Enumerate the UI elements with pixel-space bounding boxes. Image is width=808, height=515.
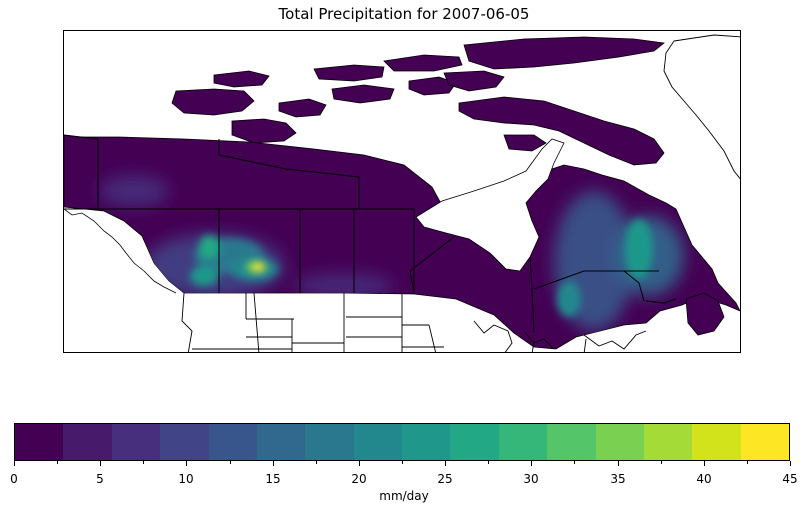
colorbar: [14, 423, 790, 461]
colorbar-swatch: [15, 424, 64, 460]
usa-outline: [181, 292, 647, 352]
colorbar-swatch: [643, 424, 693, 460]
greenland: [663, 34, 740, 180]
colorbar-tick: [661, 461, 662, 464]
colorbar-swatch: [111, 424, 161, 460]
colorbar-tick: [57, 461, 58, 464]
colorbar-tick-label: 5: [96, 472, 104, 486]
colorbar-swatch: [498, 424, 548, 460]
colorbar-tick-label: 15: [265, 472, 281, 486]
colorbar-tick: [316, 461, 317, 464]
colorbar-tick: [790, 461, 791, 466]
plot-title: Total Precipitation for 2007-06-05: [278, 5, 530, 23]
colorbar-label: mm/day: [379, 489, 429, 503]
colorbar-swatch: [63, 424, 112, 460]
colorbar-tick: [359, 461, 360, 466]
colorbar-tick: [143, 461, 144, 464]
colorbar-tick: [618, 461, 619, 466]
colorbar-tick: [488, 461, 489, 464]
colorbar-tick-label: 30: [523, 472, 539, 486]
colorbar-tick-label: 10: [178, 472, 194, 486]
colorbar-tick: [445, 461, 446, 466]
colorbar-tick-label: 0: [10, 472, 18, 486]
colorbar-swatch: [208, 424, 257, 460]
colorbar-tick: [186, 461, 187, 466]
colorbar-swatch: [256, 424, 306, 460]
colorbar-swatch: [450, 424, 499, 460]
colorbar-tick-label: 20: [351, 472, 367, 486]
colorbar-swatch: [595, 424, 644, 460]
province-borders: [64, 134, 677, 334]
colorbar-swatch: [740, 424, 789, 460]
colorbar-tick: [747, 461, 748, 464]
colorbar-tick: [704, 461, 705, 466]
colorbar-tick-label: 35: [610, 472, 626, 486]
colorbar-tick-label: 45: [782, 472, 798, 486]
colorbar-tick: [402, 461, 403, 464]
colorbar-swatch: [353, 424, 402, 460]
colorbar-swatch: [160, 424, 209, 460]
map-canvas: [64, 34, 740, 352]
colorbar-tick: [273, 461, 274, 466]
colorbar-tick: [574, 461, 575, 464]
arctic-islands: [171, 36, 665, 166]
colorbar-tick-label: 25: [437, 472, 453, 486]
colorbar-tick-label: 40: [696, 472, 712, 486]
precip-field: [99, 175, 684, 331]
west-coast: [64, 208, 177, 294]
colorbar-swatch: [692, 424, 741, 460]
colorbar-swatch: [402, 424, 451, 460]
colorbar-swatch: [547, 424, 596, 460]
colorbar-tick: [14, 461, 15, 466]
colorbar-tick: [230, 461, 231, 464]
precipitation-map: [63, 30, 741, 353]
colorbar-tick: [100, 461, 101, 466]
colorbar-tick: [531, 461, 532, 466]
colorbar-swatch: [305, 424, 354, 460]
